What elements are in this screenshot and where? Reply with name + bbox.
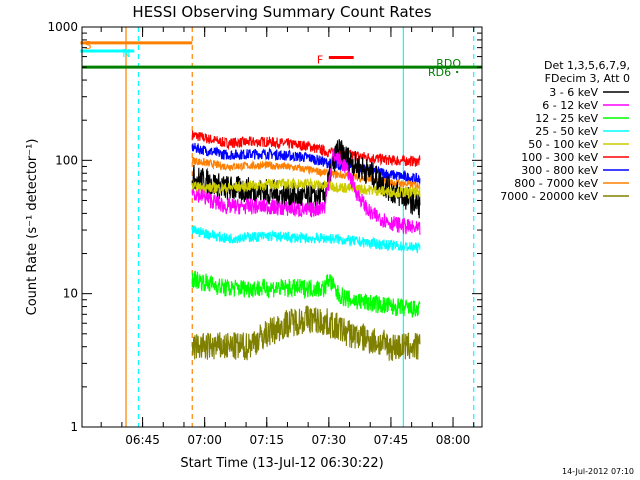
x-tick-label: 08:00: [436, 433, 471, 447]
series-line-6: [191, 148, 421, 235]
generated-date: 14-Jul-2012 07:10: [562, 467, 634, 476]
legend-label: 50 - 100 keV: [528, 138, 598, 151]
legend-header-2: FDecim 3, Att 0: [545, 72, 630, 85]
x-tick-label: 07:15: [249, 433, 284, 447]
series-line-9: [191, 305, 421, 361]
legend-label: 7000 - 20000 keV: [500, 190, 598, 203]
plot-frame: [81, 26, 483, 428]
series-line-4: [191, 139, 421, 219]
x-tick-label: 07:45: [374, 433, 409, 447]
legend-label: 3 - 6 keV: [549, 86, 598, 99]
series-line-2: [191, 142, 421, 185]
series-line-8: [191, 270, 421, 318]
x-tick-label: 07:30: [312, 433, 347, 447]
legend: Det 1,3,5,6,7,9, FDecim 3, Att 0 3 - 6 k…: [500, 59, 630, 203]
y-tick-label: 100: [55, 153, 78, 167]
series-line-1: [191, 130, 421, 167]
x-tick-label: 07:00: [187, 433, 222, 447]
chart-title: HESSI Observing Summary Count Rates: [132, 3, 431, 21]
flag-label-n: N: [122, 47, 130, 60]
legend-label: 12 - 25 keV: [535, 112, 598, 125]
y-tick-label: 1: [70, 420, 78, 434]
legend-label: 6 - 12 keV: [542, 99, 598, 112]
flag-label-s: S: [84, 39, 91, 52]
legend-label: 300 - 800 keV: [521, 164, 598, 177]
legend-label: 25 - 50 keV: [535, 125, 598, 138]
legend-label: 100 - 300 keV: [521, 151, 598, 164]
legend-label: 800 - 7000 keV: [514, 177, 598, 190]
flag-label-rdo: RDO: [436, 57, 461, 70]
y-tick-label: 1000: [47, 20, 78, 34]
x-tick-label: 06:45: [125, 433, 160, 447]
flag-bar-rd6: [456, 70, 459, 73]
legend-header-1: Det 1,3,5,6,7,9,: [544, 59, 630, 72]
series-line-7: [191, 225, 421, 254]
series-line-5: [191, 177, 421, 200]
x-axis-label: Start Time (13-Jul-12 06:30:22): [180, 456, 383, 471]
flag-label-rd6: RD6: [428, 66, 451, 79]
flag-label-f: F: [317, 54, 323, 67]
y-axis-label: Count Rate (s⁻¹ detector⁻¹): [25, 139, 40, 316]
y-tick-label: 10: [63, 287, 78, 301]
